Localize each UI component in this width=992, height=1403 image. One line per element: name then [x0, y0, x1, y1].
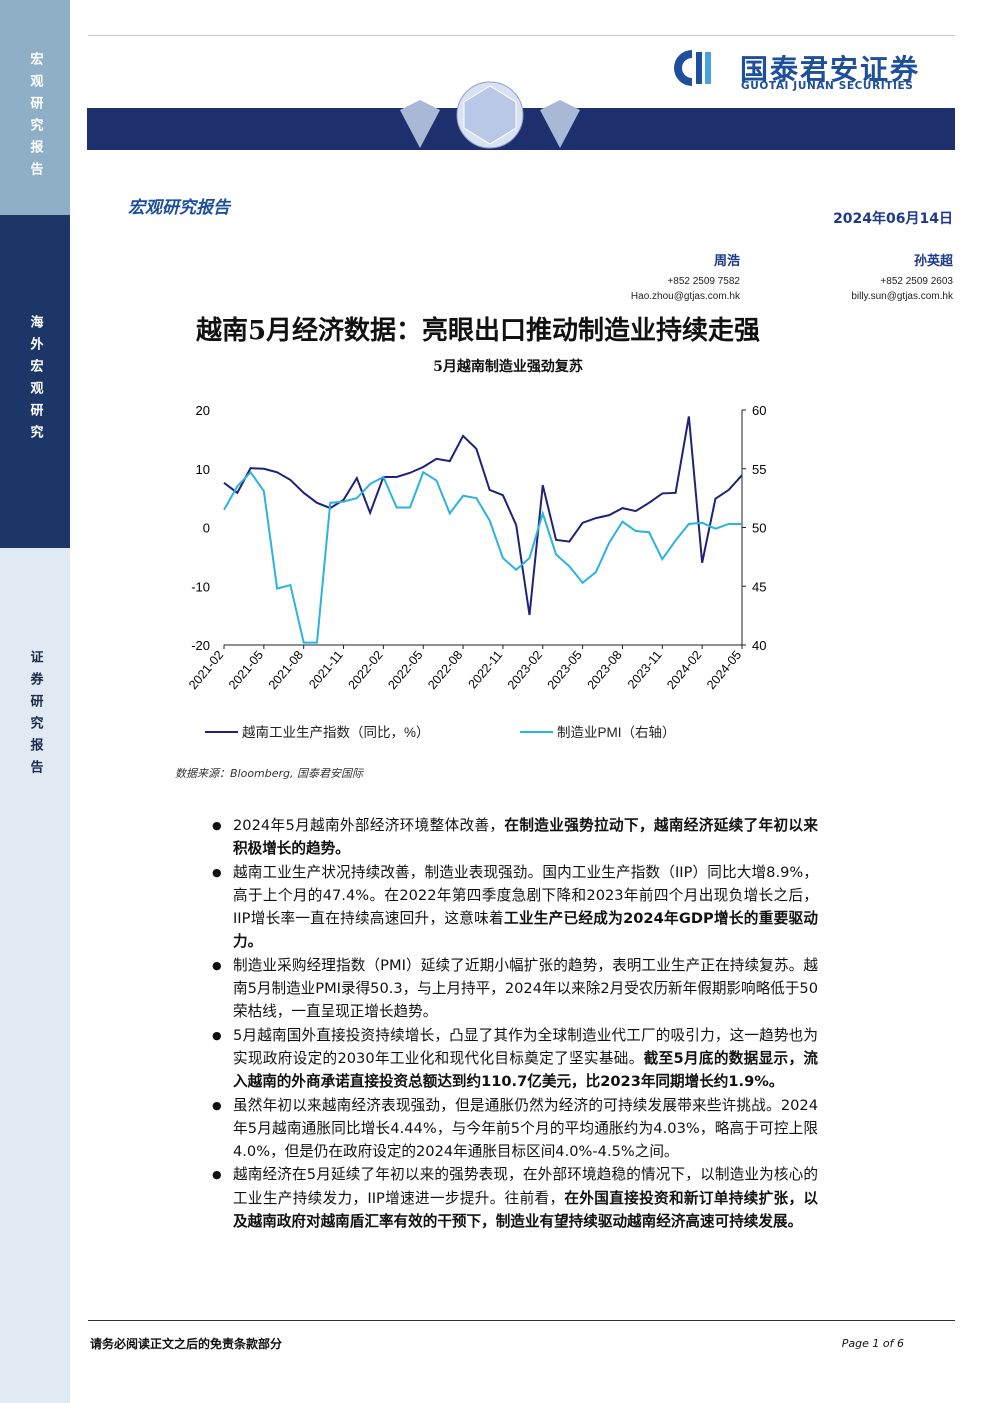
bullet-text: 2024年5月越南外部经济环境整体改善，在制造业强势拉动下，越南经济延续了年初以…: [233, 814, 818, 861]
y2-tick-label: 45: [752, 579, 766, 594]
disclaimer: 请务必阅读正文之后的免责条款部分: [90, 1337, 283, 1351]
bullet-text: 5月越南国外直接投资持续增长，凸显了其作为全球制造业代工厂的吸引力，这一趋势也为…: [233, 1024, 818, 1094]
author-name: 孙英超: [913, 254, 953, 269]
x-tick-label: 2024-05: [704, 648, 744, 692]
sidebar-top: 宏观研究报告: [0, 0, 70, 215]
x-tick-label: 2022-08: [425, 648, 465, 692]
author-phone: +852 2509 2603: [880, 276, 953, 287]
bullet-dot: ●: [212, 958, 222, 972]
x-tick-label: 2021-02: [186, 648, 226, 692]
x-tick-label: 2023-02: [505, 648, 545, 692]
x-tick-label: 2021-05: [226, 648, 266, 692]
legend-label: 制造业PMI（右轴）: [557, 725, 676, 740]
series-line: [223, 470, 742, 644]
bullet: ● 2024年5月越南外部经济环境整体改善，在制造业强势拉动下，越南经济延续了年初…: [212, 814, 818, 861]
x-tick-label: 2023-08: [585, 648, 625, 692]
bullet: ● 5月越南国外直接投资持续增长，凸显了其作为全球制造业代工厂的吸引力，这一趋势也…: [212, 1024, 818, 1094]
sidebar-bottom: 证券研究报告: [0, 548, 70, 1403]
x-tick-label: 2024-02: [664, 648, 704, 692]
sidebar-middle: 海外宏观研究: [0, 215, 70, 548]
legend-label: 越南工业生产指数（同比，%）: [242, 725, 430, 740]
y-tick-label: 20: [196, 403, 210, 418]
bullet-text: 虽然年初以来越南经济表现强劲，但是通胀仍然为经济的可持续发展带来些许挑战。202…: [233, 1094, 818, 1164]
chart-title: 5月越南制造业强劲复苏: [433, 359, 583, 375]
top-rule: [88, 35, 955, 36]
bullet-dot: ●: [212, 865, 222, 879]
bullet-text: 越南经济在5月延续了年初以来的强势表现，在外部环境趋稳的情况下，以制造业为核心的…: [233, 1163, 818, 1233]
y2-tick-label: 55: [752, 462, 766, 477]
bullet-dot: ●: [212, 1168, 222, 1182]
title: 越南5月经济数据：亮眼出口推动制造业持续走强: [195, 316, 761, 346]
y-tick-label: 10: [196, 462, 210, 477]
bullet: ● 越南工业生产状况持续改善，制造业表现强劲。国内工业生产指数（IIP）同比大增8…: [212, 861, 818, 954]
logo-en: GUOTAI JUNAN SECURITIES: [741, 80, 914, 92]
series-line: [223, 416, 743, 616]
text: 越南工业生产状况持续改善，制造业表现强劲。国内工业生产指数（IIP）同比大增8.…: [233, 863, 818, 928]
logo-cn: 国泰君安证券: [740, 53, 921, 86]
text: 越南经济在5月延续了年初以来的强势表现，在外部环境趋稳的情况下，以制造业为核心的…: [233, 1166, 818, 1207]
bullet: ● 制造业采购经理指数（PMI）延续了近期小幅扩张的趋势，表明工业生产正在持续复苏…: [212, 954, 818, 1024]
y2-tick-label: 50: [752, 521, 766, 536]
y-tick-label: 0: [203, 521, 210, 536]
bullet-text: 制造业采购经理指数（PMI）延续了近期小幅扩张的趋势，表明工业生产正在持续复苏。…: [233, 954, 818, 1024]
footer-rule: [88, 1320, 955, 1321]
bullet-dot: ●: [212, 819, 222, 832]
author: 孙英超 +852 2509 2603 billy.sun@gtjas.com.h…: [851, 250, 953, 302]
author-name: 周浩: [713, 254, 740, 269]
x-tick-label: 2021-11: [306, 648, 346, 691]
logo-emblem: [674, 50, 711, 86]
author-email: billy.sun@gtjas.com.hk: [851, 291, 953, 302]
page-number: Page 1 of 6: [841, 1337, 904, 1350]
x-tick-label: 2023-05: [545, 648, 585, 692]
sidebar-label: 海外宏观研究: [27, 315, 43, 447]
author: 周浩 +852 2509 7582 Hao.zhou@gtjas.com.hk: [631, 250, 740, 302]
bullet: ● 越南经济在5月延续了年初以来的强势表现，在外部环境趋稳的情况下，以制造业为核心…: [212, 1163, 818, 1233]
author-phone: +852 2509 7582: [667, 276, 740, 287]
author-email: Hao.zhou@gtjas.com.hk: [630, 291, 740, 302]
date: 2024年06月14日: [833, 211, 953, 227]
x-tick-label: 2022-11: [466, 648, 506, 691]
text: 虽然年初以来越南经济表现强劲，但是通胀仍然为经济的可持续发展带来些许挑战。202…: [233, 1096, 818, 1161]
x-tick-label: 2022-05: [385, 648, 425, 692]
bold-text: 工业生产已经成为2024年GDP增长的重要驱动力。: [233, 910, 818, 951]
report-type: 宏观研究报告: [128, 198, 230, 218]
bold-text: 在外国直接投资和新订单持续扩张，以及越南政府对越南盾汇率有效的干预下，制造业有望…: [233, 1189, 818, 1231]
bullet-dot: ●: [212, 1098, 222, 1112]
y2-tick-label: 40: [752, 638, 766, 653]
bullet: ● 虽然年初以来越南经济表现强劲，但是通胀仍然为经济的可持续发展带来些许挑战。20…: [212, 1094, 818, 1164]
banner-diamonds: [400, 81, 580, 149]
y2-tick-label: 60: [752, 403, 766, 418]
text: 2024年5月越南外部经济环境整体改善，: [233, 817, 505, 834]
bullet-text: 越南工业生产状况持续改善，制造业表现强劲。国内工业生产指数（IIP）同比大增8.…: [233, 861, 818, 954]
bullet-list: ● 2024年5月越南外部经济环境整体改善，在制造业强势拉动下，越南经济延续了年初…: [212, 814, 818, 1233]
sidebar-label: 宏观研究报告: [27, 52, 43, 184]
y-tick-label: -20: [191, 638, 210, 653]
bullet-dot: ●: [212, 1028, 222, 1042]
source: 数据来源：Bloomberg, 国泰君安国际: [175, 767, 364, 780]
bold-text: 截至5月底的数据显示，流入越南的外商承诺直接投资总额达到约110.7亿美元，比2…: [233, 1049, 818, 1091]
x-tick-label: 2021-08: [266, 648, 306, 692]
x-tick-label: 2023-11: [625, 648, 665, 691]
y-tick-label: -10: [191, 579, 210, 594]
text: 制造业采购经理指数（PMI）延续了近期小幅扩张的趋势，表明工业生产正在持续复苏。…: [233, 956, 818, 1021]
sidebar-label: 证券研究报告: [27, 650, 43, 782]
bold-text: 在制造业强势拉动下，越南经济延续了年初以来积极增长的趋势。: [233, 817, 818, 858]
text: 5月越南国外直接投资持续增长，凸显了其作为全球制造业代工厂的吸引力，这一趋势也为…: [233, 1026, 818, 1067]
x-tick-label: 2022-02: [345, 648, 385, 692]
